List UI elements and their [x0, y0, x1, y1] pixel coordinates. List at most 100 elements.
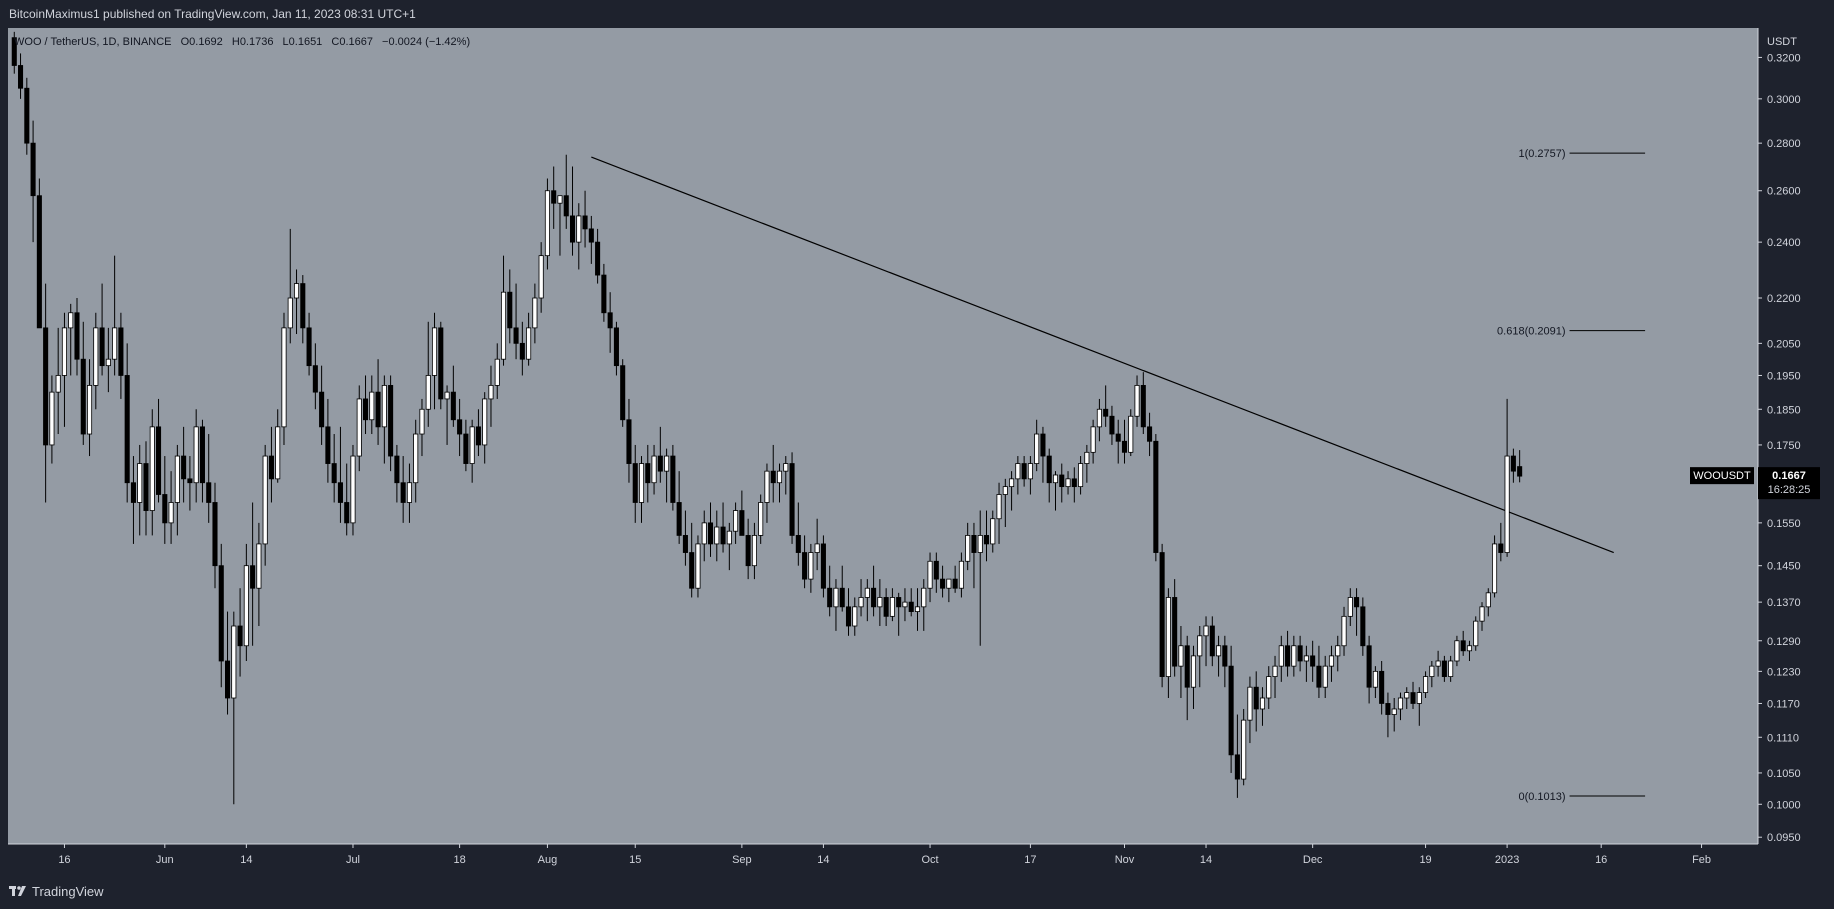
candle [983, 510, 990, 562]
candle-body [595, 241, 601, 276]
candle [256, 522, 262, 627]
candle [112, 255, 118, 376]
candle-body [406, 482, 412, 503]
candle-body [218, 565, 224, 662]
price-tick-label: 0.1370 [1767, 597, 1801, 609]
candle-body [532, 297, 538, 329]
candle [802, 535, 808, 589]
candle-body [80, 358, 86, 435]
candle [795, 502, 801, 566]
candle-body [1247, 686, 1253, 721]
candle-body [1416, 692, 1422, 704]
candle-body [1009, 478, 1015, 488]
publisher-line: BitcoinMaximus1 published on TradingView… [9, 7, 416, 21]
price-axis[interactable]: 0.3200 0.3000 0.2800 0.2600 0.2400 0.2200 0.20… [1757, 28, 1801, 844]
time-tick-label: 2023 [1495, 854, 1519, 866]
candle-body [802, 552, 808, 580]
candle [1040, 426, 1046, 483]
descending-trendline[interactable] [591, 156, 1614, 554]
candle-body [463, 433, 469, 464]
candle [1021, 456, 1027, 487]
candle [588, 215, 594, 264]
candle-body [1234, 754, 1240, 780]
candle-body [1328, 655, 1335, 667]
time-tick-label: 18 [453, 854, 465, 866]
candle [425, 321, 431, 427]
candle [958, 552, 964, 598]
legend-symbol: WOO / TetherUS, 1D, BINANCE [14, 36, 172, 48]
candle [344, 463, 350, 536]
symbol-tag-background [1690, 467, 1754, 485]
trendline-layer[interactable] [591, 156, 1614, 554]
time-tick-label: 16 [1595, 854, 1607, 866]
candle-body [137, 463, 143, 503]
candle-body [952, 578, 958, 589]
price-tag-price: 0.1667 [1772, 470, 1806, 482]
candle-body [908, 601, 914, 612]
candle [199, 419, 205, 503]
candle [1046, 448, 1052, 503]
candle [18, 53, 24, 99]
candle-body [356, 398, 362, 457]
legend-open-value: 0.1692 [189, 36, 223, 48]
candle [375, 359, 381, 445]
candle-body [1441, 660, 1447, 677]
candle-body [1272, 665, 1278, 677]
candle [1498, 522, 1504, 562]
price-tick-label: 0.1950 [1767, 370, 1801, 382]
candle [996, 482, 1002, 544]
legend-low-value: 0.1651 [289, 36, 323, 48]
current-price-tag: WOOUSDT 0.1667 16:28:25 [1690, 467, 1820, 500]
candle [613, 321, 619, 376]
candle [827, 565, 833, 617]
candle [664, 448, 670, 503]
candle [1316, 645, 1322, 698]
candle [124, 343, 130, 503]
tradingview-logo[interactable]: TradingView [9, 884, 104, 899]
candle [218, 543, 224, 688]
candle-body [814, 543, 820, 553]
time-axis[interactable]: 16 Jun 14 Jul 18 Aug 15 Sep 14 Oct 17 Nov 14 Dec 19 202… [8, 843, 1758, 866]
candle-body [18, 65, 24, 89]
candle [946, 578, 952, 603]
candle [758, 494, 764, 544]
fibonacci-retracement[interactable]: 1(0.2757) 0.618(0.2091) 0(0.1013) [1497, 148, 1646, 803]
candle [507, 269, 513, 344]
candle [1391, 697, 1397, 732]
candle [1178, 626, 1184, 698]
candle-body [281, 327, 287, 428]
candle-body [996, 494, 1002, 520]
legend-close-label: C [331, 36, 339, 48]
candle [1103, 385, 1109, 427]
time-tick-label: Jul [346, 854, 360, 866]
candle-body [889, 597, 895, 617]
candle-body [1335, 645, 1341, 657]
candle-body [1303, 655, 1309, 662]
candle-body [1153, 440, 1159, 553]
candle [1134, 375, 1140, 427]
candle-body [1285, 645, 1291, 667]
candle [162, 456, 168, 544]
legend-open-label: O [181, 36, 190, 48]
candles-layer [11, 31, 1523, 805]
plot-area[interactable] [8, 28, 1758, 844]
candle-body [858, 597, 864, 608]
candle [1009, 471, 1015, 511]
candle [971, 522, 977, 589]
candle-body [538, 255, 544, 299]
candle-body [400, 482, 406, 503]
candle-body [544, 190, 550, 257]
candle [1366, 635, 1372, 704]
candle [149, 409, 155, 536]
candle [419, 398, 425, 457]
candle [1517, 450, 1523, 483]
candle-body [1052, 474, 1059, 484]
candle [576, 203, 582, 270]
candle-body [632, 463, 638, 503]
candle-body [607, 312, 613, 329]
candle [1140, 372, 1146, 435]
candle [532, 283, 538, 344]
candle [1128, 409, 1134, 457]
candle-body [1379, 670, 1385, 704]
